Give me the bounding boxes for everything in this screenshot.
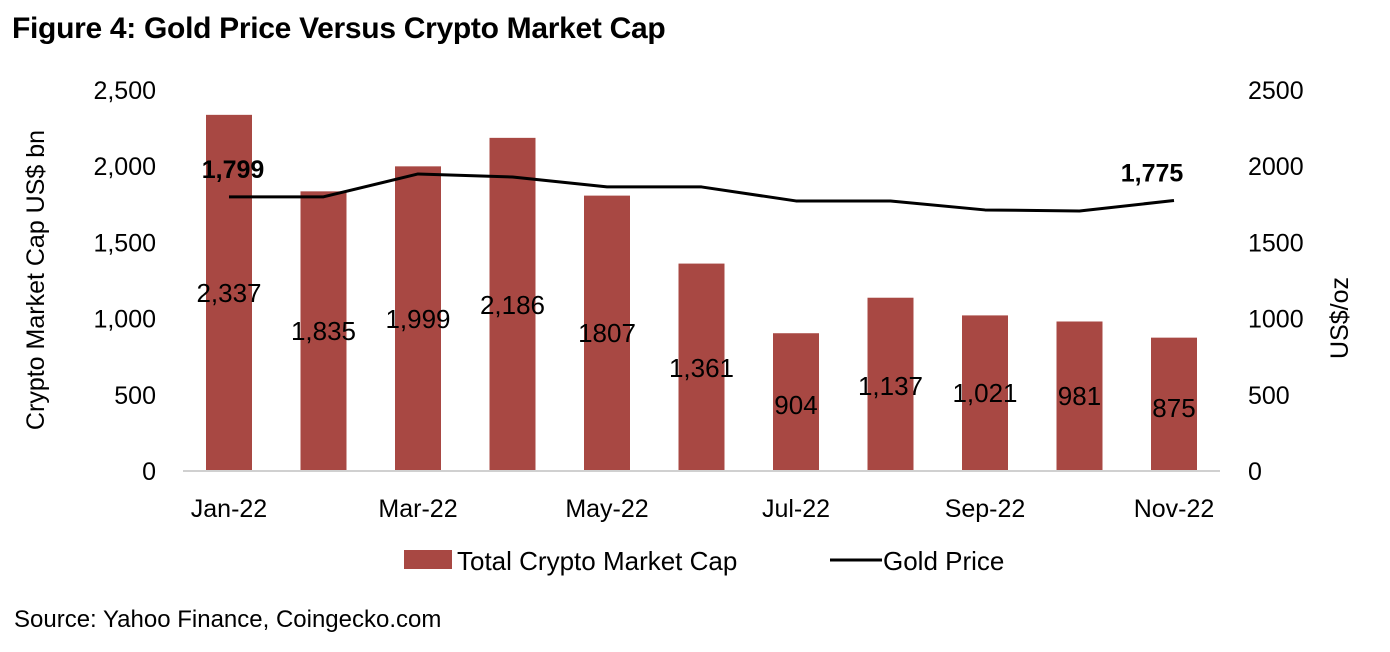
gold-line-series: 1,799 1,775 [202,156,1184,213]
bar-jun-22 [678,263,725,471]
gold-price-data-label: 1,775 [1121,159,1184,187]
bar-data-label: 1,999 [385,304,450,334]
bar-data-label: 875 [1152,393,1195,423]
left-y-tick-label: 500 [114,382,156,410]
bar-feb-22 [300,191,347,471]
legend-label-crypto: Total Crypto Market Cap [457,546,737,576]
figure-title: Figure 4: Gold Price Versus Crypto Marke… [12,12,666,45]
left-y-axis: 0 500 1,000 1,500 2,000 2,500 [93,77,156,486]
x-tick-label: May-22 [565,495,648,523]
bar-data-label: 904 [774,390,817,420]
bar-apr-22 [489,137,536,471]
x-tick-label: Jul-22 [762,495,830,523]
source-note: Source: Yahoo Finance, Coingecko.com [14,606,442,633]
chart: 0 500 1,000 1,500 2,000 2,500 0 500 1000 1500 200… [22,77,1354,576]
bar-aug-22 [867,297,914,471]
left-y-tick-label: 1,000 [93,306,156,334]
bar-may-22 [584,195,630,471]
right-y-tick-label: 1500 [1248,229,1304,257]
right-y-axis: 0 500 1000 1500 2000 2500 [1248,77,1304,486]
legend-label-gold: Gold Price [883,546,1004,576]
bar-data-label: 1,835 [291,316,356,346]
legend: Total Crypto Market Cap Gold Price [404,546,1004,576]
left-y-tick-label: 2,000 [93,153,156,181]
left-y-tick-label: 2,500 [93,77,156,105]
bar-nov-22 [1151,337,1197,471]
left-y-tick-label: 1,500 [93,229,156,257]
right-y-tick-label: 2000 [1248,153,1304,181]
right-y-tick-label: 2500 [1248,77,1304,105]
bar-data-label: 1,361 [669,353,734,383]
right-y-tick-label: 500 [1248,382,1290,410]
x-tick-label: Mar-22 [378,495,457,523]
x-tick-label: Nov-22 [1134,495,1215,523]
bar-data-label: 981 [1058,381,1101,411]
legend-swatch-crypto [404,550,452,569]
bar-data-label: 1,137 [858,371,923,401]
x-tick-label: Jan-22 [191,495,267,523]
bar-data-labels: 2,337 1,835 1,999 2,186 1807 1,361 904 1,137 1,0… [196,278,1195,423]
bar-jul-22 [773,333,819,471]
bar-jan-22 [206,114,252,472]
right-y-tick-label: 1000 [1248,306,1304,334]
bar-oct-22 [1056,321,1103,471]
left-y-tick-label: 0 [142,458,156,486]
bar-data-label: 2,186 [480,290,545,320]
bar-sep-22 [962,315,1008,471]
gold-price-line [229,172,1175,213]
bar-mar-22 [395,166,441,471]
x-axis-ticks: Jan-22 Mar-22 May-22 Jul-22 Sep-22 Nov-22 [191,495,1215,523]
gold-price-data-label: 1,799 [202,156,265,184]
right-y-tick-label: 0 [1248,458,1262,486]
x-tick-label: Sep-22 [945,495,1026,523]
right-y-axis-label: US$/oz [1326,277,1354,359]
bar-data-label: 1807 [578,318,636,348]
bars [206,114,1197,472]
left-y-axis-label: Crypto Market Cap US$ bn [22,130,50,430]
bar-data-label: 1,021 [952,378,1017,408]
bar-data-label: 2,337 [196,278,261,308]
